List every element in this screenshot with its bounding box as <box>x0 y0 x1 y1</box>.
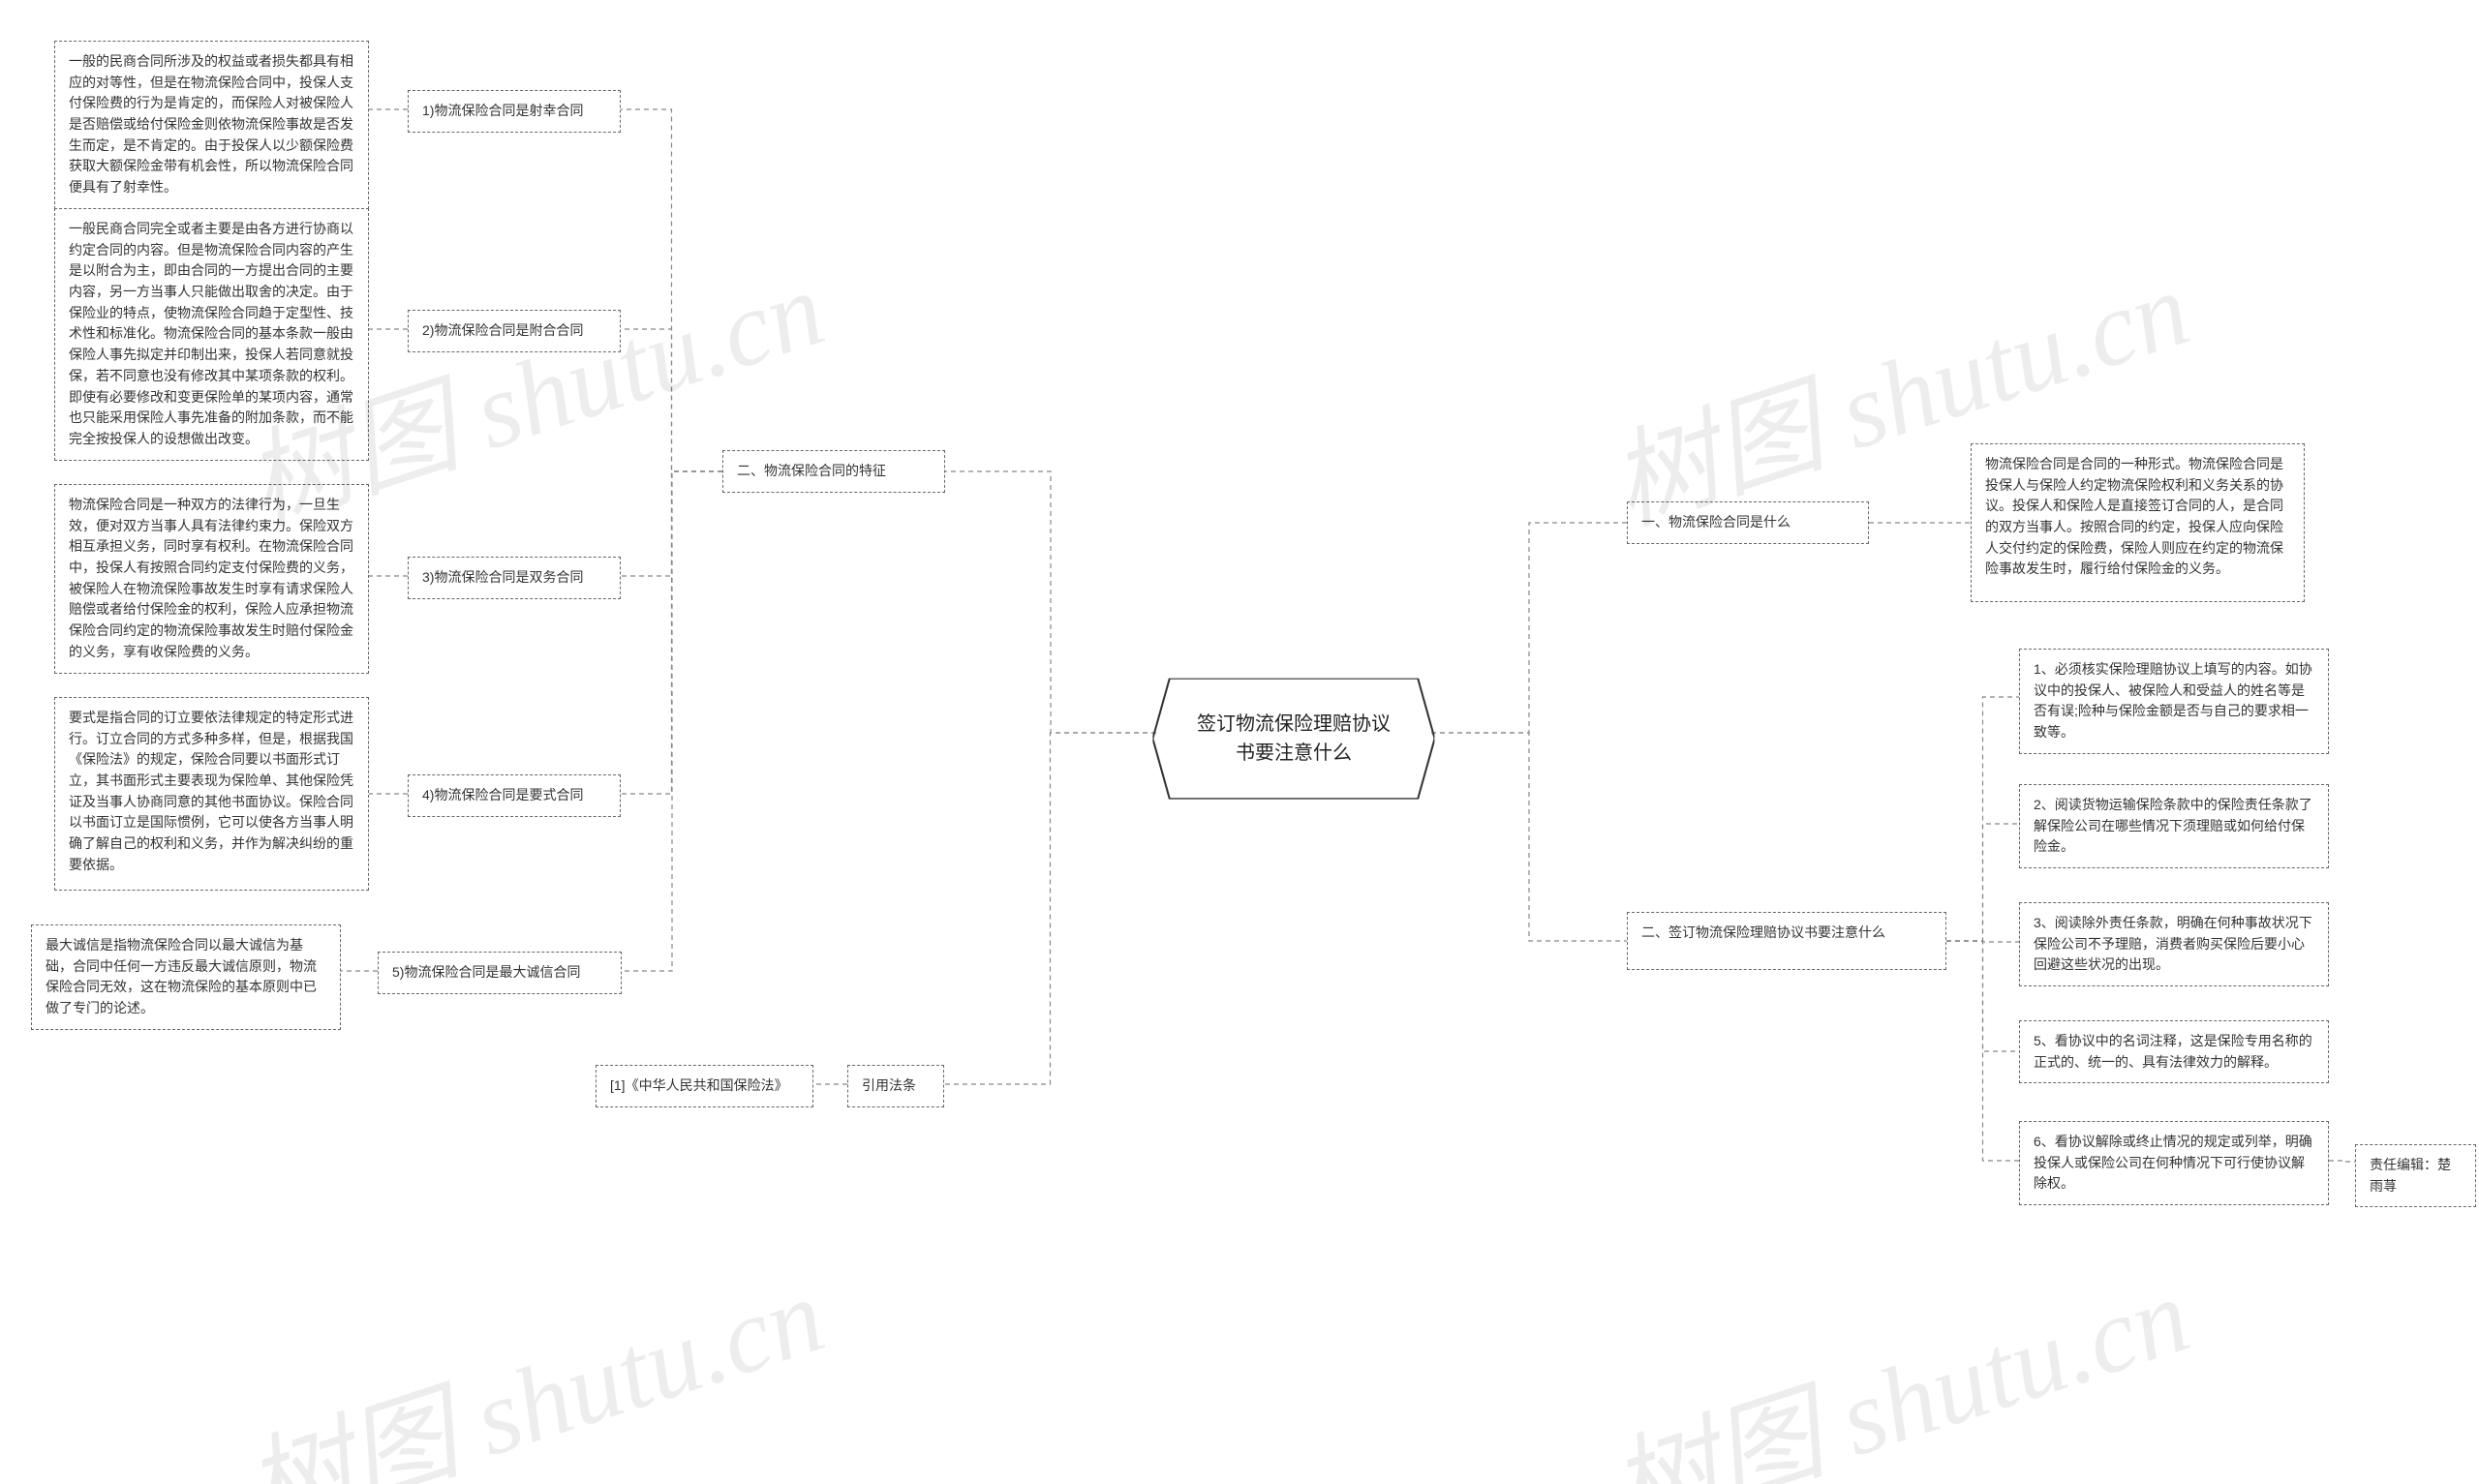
mindmap-node: 4)物流保险合同是要式合同 <box>408 774 621 817</box>
center-topic: 签订物流保险理赔协议书要注意什么 <box>1168 692 1420 785</box>
mindmap-node: 二、签订物流保险理赔协议书要注意什么 <box>1627 912 1946 970</box>
mindmap-node: 3)物流保险合同是双务合同 <box>408 557 621 599</box>
mindmap-node: 1)物流保险合同是射幸合同 <box>408 90 621 133</box>
mindmap-node: 要式是指合同的订立要依法律规定的特定形式进行。订立合同的方式多种多样，但是，根据… <box>54 697 369 891</box>
mindmap-node: 二、物流保险合同的特征 <box>722 450 945 493</box>
mindmap-node: 责任编辑：楚雨荨 <box>2355 1144 2476 1207</box>
mindmap-node: 一般的民商合同所涉及的权益或者损失都具有相应的对等性，但是在物流保险合同中，投保… <box>54 41 369 209</box>
mindmap-node: 物流保险合同是一种双方的法律行为，一旦生效，便对双方当事人具有法律约束力。保险双… <box>54 484 369 674</box>
mindmap-node: 引用法条 <box>847 1065 944 1107</box>
mindmap-node: 1、必须核实保险理赔协议上填写的内容。如协议中的投保人、被保险人和受益人的姓名等… <box>2019 649 2329 754</box>
mindmap-node: 3、阅读除外责任条款，明确在何种事故状况下保险公司不予理赔，消费者购买保险后要小… <box>2019 902 2329 986</box>
mindmap-node: 最大诚信是指物流保险合同以最大诚信为基础，合同中任何一方违反最大诚信原则，物流保… <box>31 924 341 1030</box>
watermark: 树图 shutu.cn <box>1588 1228 2204 1484</box>
mindmap-node: 5)物流保险合同是最大诚信合同 <box>378 952 622 994</box>
mindmap-node: 2)物流保险合同是附合合同 <box>408 310 621 352</box>
mindmap-node: 一、物流保险合同是什么 <box>1627 501 1869 544</box>
mindmap-node: 6、看协议解除或终止情况的规定或列举，明确投保人或保险公司在何种情况下可行使协议… <box>2019 1121 2329 1205</box>
mindmap-node: 5、看协议中的名词注释，这是保险专用名称的正式的、统一的、具有法律效力的解释。 <box>2019 1020 2329 1083</box>
mindmap-node: 2、阅读货物运输保险条款中的保险责任条款了解保险公司在哪些情况下须理赔或如何给付… <box>2019 784 2329 868</box>
mindmap-node: 一般民商合同完全或者主要是由各方进行协商以约定合同的内容。但是物流保险合同内容的… <box>54 208 369 461</box>
mindmap-node: 物流保险合同是合同的一种形式。物流保险合同是投保人与保险人约定物流保险权利和义务… <box>1971 443 2305 602</box>
center-topic-text: 签订物流保险理赔协议书要注意什么 <box>1197 713 1391 764</box>
mindmap-node: [1]《中华人民共和国保险法》 <box>596 1065 813 1107</box>
watermark: 树图 shutu.cn <box>223 1228 839 1484</box>
